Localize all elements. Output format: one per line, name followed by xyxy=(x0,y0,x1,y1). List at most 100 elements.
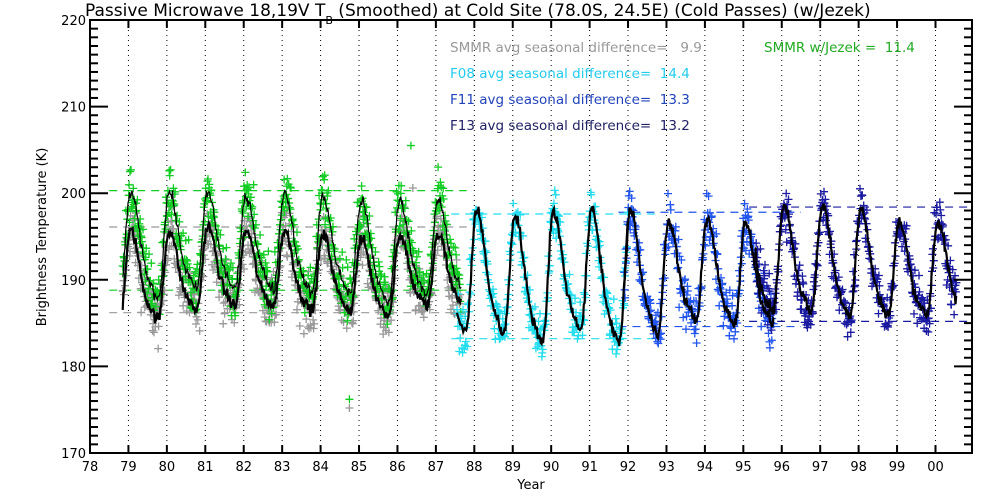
data-point xyxy=(501,332,509,341)
data-point xyxy=(261,258,270,267)
data-point xyxy=(195,326,204,335)
data-point xyxy=(704,192,713,201)
x-axis-label: Year xyxy=(516,478,545,493)
data-point xyxy=(342,255,351,264)
data-point xyxy=(576,298,585,307)
data-point xyxy=(295,322,304,330)
data-point xyxy=(683,287,692,295)
data-point xyxy=(671,222,680,231)
data-point xyxy=(270,247,279,256)
data-point xyxy=(179,301,188,310)
chart-title: Passive Microwave 18,19V TB (Smoothed) a… xyxy=(85,1,871,27)
data-point xyxy=(397,181,406,190)
x-tick-label: 82 xyxy=(235,460,252,475)
title-main-text: Passive Microwave 18,19V T xyxy=(85,1,326,21)
data-point xyxy=(323,192,332,200)
x-tick-label: 95 xyxy=(735,460,752,475)
x-tick-label: 88 xyxy=(466,460,483,475)
y-axis-label: Brightness Temperature (K) xyxy=(35,148,50,327)
outlier-point xyxy=(345,403,354,412)
title-rest: (Smoothed) at Cold Site (78.0S, 24.5E) (… xyxy=(333,1,871,21)
data-point xyxy=(531,302,539,311)
data-point xyxy=(286,183,295,192)
data-point xyxy=(310,319,319,328)
data-point xyxy=(383,320,392,329)
data-point xyxy=(245,183,253,192)
grid-lines xyxy=(127,20,936,453)
data-point xyxy=(691,325,700,334)
data-point xyxy=(682,325,690,334)
data-point xyxy=(516,210,525,219)
plot-frame xyxy=(89,19,973,454)
data-point xyxy=(482,248,491,257)
data-point xyxy=(243,184,252,193)
data-point xyxy=(449,243,458,251)
data-point xyxy=(179,229,188,238)
data-point xyxy=(192,320,200,328)
data-point xyxy=(214,226,223,235)
data-point xyxy=(338,263,347,272)
data-point xyxy=(161,225,170,233)
data-point xyxy=(412,252,421,261)
data-point xyxy=(230,318,239,327)
data-point xyxy=(168,217,176,226)
data-point xyxy=(357,182,366,190)
data-point xyxy=(612,349,621,358)
data-point xyxy=(145,250,153,259)
data-point xyxy=(483,260,492,268)
data-point xyxy=(343,316,352,325)
data-point xyxy=(302,315,311,324)
data-point xyxy=(743,205,752,213)
data-point xyxy=(456,290,465,299)
data-point xyxy=(293,228,301,237)
data-point xyxy=(519,273,528,282)
data-point xyxy=(127,165,135,174)
data-point xyxy=(221,255,230,263)
data-point xyxy=(947,300,956,309)
x-tick-label: 94 xyxy=(697,460,714,475)
data-point xyxy=(570,328,579,337)
data-point xyxy=(677,256,686,264)
data-point xyxy=(579,288,588,297)
x-tick-label: 91 xyxy=(581,460,598,475)
data-point xyxy=(682,312,691,321)
data-point xyxy=(342,324,351,333)
data-point xyxy=(137,308,146,317)
y-tick-label: 210 xyxy=(61,101,86,116)
data-point xyxy=(265,315,274,324)
data-point xyxy=(609,295,618,304)
data-point xyxy=(674,235,683,244)
data-point xyxy=(347,318,356,327)
data-point xyxy=(287,184,295,192)
data-point xyxy=(324,186,333,195)
data-point xyxy=(244,212,253,221)
x-tick-label: 87 xyxy=(428,460,445,475)
data-point xyxy=(182,255,191,264)
data-point xyxy=(339,318,348,327)
data-point xyxy=(351,259,360,268)
data-point xyxy=(222,243,231,252)
data-point xyxy=(681,275,690,284)
data-point xyxy=(538,345,547,354)
data-point xyxy=(163,186,172,195)
data-point xyxy=(924,328,933,336)
data-point xyxy=(158,238,167,247)
y-tick-label: 190 xyxy=(61,274,86,289)
data-point xyxy=(147,259,156,268)
x-tick-label: 90 xyxy=(543,460,560,475)
data-point xyxy=(284,194,293,203)
data-point xyxy=(241,168,250,177)
data-point xyxy=(452,250,461,259)
data-point xyxy=(283,174,292,183)
data-point xyxy=(259,250,268,259)
annotation-2: F08 avg seasonal difference= 14.4 xyxy=(450,66,690,82)
data-point xyxy=(439,195,448,203)
data-point xyxy=(407,226,416,235)
data-point xyxy=(305,279,314,288)
data-point xyxy=(231,311,240,320)
data-point xyxy=(236,224,245,233)
data-point xyxy=(371,248,380,256)
data-point xyxy=(135,219,144,228)
data-point xyxy=(277,211,286,220)
